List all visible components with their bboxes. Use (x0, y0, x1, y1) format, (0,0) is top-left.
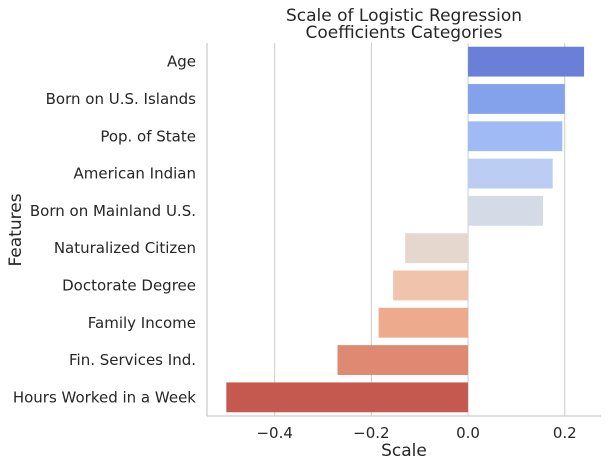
y-tick-label: Fin. Services Ind. (69, 351, 196, 369)
chart-title-line-2: Coefficients Categories (305, 23, 502, 43)
y-tick-label: Doctorate Degree (62, 276, 196, 294)
bars (226, 46, 585, 413)
x-tick-labels: −0.4 −0.2 0.0 0.2 (256, 424, 576, 442)
y-tick-label: Pop. of State (100, 127, 196, 145)
x-axis-label: Scale (381, 441, 427, 461)
x-tick-label: −0.2 (353, 424, 389, 442)
y-tick-label: Age (167, 53, 196, 71)
x-tick-label: 0.0 (456, 424, 480, 442)
y-tick-label: Family Income (88, 314, 196, 332)
bar (468, 84, 565, 114)
bar (378, 307, 469, 338)
bar (468, 46, 585, 77)
bar (468, 195, 543, 226)
bar (393, 270, 469, 301)
y-axis-label: Features (6, 193, 26, 266)
y-tick-label: Hours Worked in a Week (13, 388, 196, 406)
y-tick-label: Born on Mainland U.S. (30, 202, 196, 220)
bar (226, 382, 469, 413)
y-tick-label: American Indian (74, 165, 196, 183)
x-tick-label: −0.4 (256, 424, 292, 442)
bar (468, 121, 563, 152)
x-tick-label: 0.2 (553, 424, 577, 442)
y-tick-label: Born on U.S. Islands (46, 90, 197, 108)
y-tick-label: Naturalized Citizen (54, 239, 196, 257)
y-tick-labels: Age Born on U.S. Islands Pop. of State Amer… (13, 53, 196, 407)
bar (468, 158, 553, 189)
bar (337, 345, 469, 375)
bar (405, 233, 469, 264)
chart-title-line-1: Scale of Logistic Regression (286, 6, 522, 26)
